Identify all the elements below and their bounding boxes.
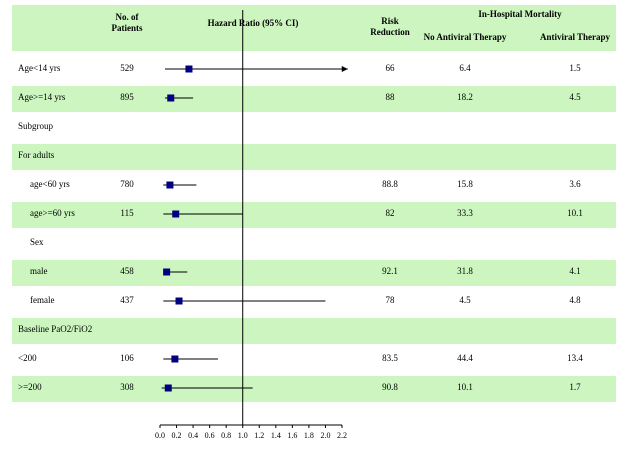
hr-marker <box>171 355 179 363</box>
row-band <box>12 86 616 112</box>
hr-marker <box>163 268 171 276</box>
patients: 115 <box>120 208 134 218</box>
row-band <box>12 260 616 286</box>
header-patients: Patients <box>112 23 143 33</box>
x-tick-label: 1.6 <box>287 431 297 440</box>
row-label: male <box>30 266 48 276</box>
patients: 437 <box>120 295 134 305</box>
hr-marker <box>167 94 175 102</box>
ci-arrow <box>341 66 348 72</box>
header-no-antiviral: No Antiviral Therapy <box>424 32 507 42</box>
risk-reduction: 78 <box>386 295 396 305</box>
header-hazard-ratio: Hazard Ratio (95% CI) <box>208 18 299 28</box>
patients: 308 <box>120 382 134 392</box>
row-label: age<60 yrs <box>30 179 70 189</box>
row-label: Sex <box>30 237 44 247</box>
row-band <box>12 376 616 402</box>
x-tick-label: 0.0 <box>155 431 165 440</box>
header-patients: No. of <box>116 12 140 22</box>
row-label: For adults <box>18 150 55 160</box>
x-tick-label: 2.2 <box>337 431 347 440</box>
patients: 106 <box>120 353 134 363</box>
antiviral: 1.5 <box>569 63 581 73</box>
patients: 780 <box>120 179 134 189</box>
antiviral: 4.1 <box>569 266 580 276</box>
hr-marker <box>175 297 183 305</box>
risk-reduction: 88 <box>386 92 396 102</box>
no-antiviral: 31.8 <box>457 266 473 276</box>
x-tick-label: 0.6 <box>205 431 215 440</box>
hr-marker <box>166 181 174 189</box>
risk-reduction: 82 <box>386 208 395 218</box>
no-antiviral: 15.8 <box>457 179 473 189</box>
risk-reduction: 90.8 <box>382 382 398 392</box>
row-label: female <box>30 295 54 305</box>
no-antiviral: 44.4 <box>457 353 473 363</box>
risk-reduction: 83.5 <box>382 353 398 363</box>
row-label: Baseline PaO2/FiO2 <box>18 324 92 334</box>
antiviral: 4.5 <box>569 92 581 102</box>
antiviral: 4.8 <box>569 295 581 305</box>
row-label: age>=60 yrs <box>30 208 75 218</box>
row-band <box>12 202 616 228</box>
hr-marker <box>164 384 172 392</box>
row-label: Age<14 yrs <box>18 63 61 73</box>
no-antiviral: 10.1 <box>457 382 473 392</box>
row-band <box>12 144 616 170</box>
row-label: Age>=14 yrs <box>18 92 66 102</box>
x-tick-label: 1.4 <box>271 431 281 440</box>
x-tick-label: 2.0 <box>320 431 330 440</box>
x-tick-label: 0.4 <box>188 431 198 440</box>
x-tick-label: 0.2 <box>172 431 182 440</box>
risk-reduction: 92.1 <box>382 266 398 276</box>
no-antiviral: 4.5 <box>459 295 471 305</box>
row-band <box>12 318 616 344</box>
antiviral: 3.6 <box>569 179 581 189</box>
no-antiviral: 33.3 <box>457 208 473 218</box>
antiviral: 1.7 <box>569 382 581 392</box>
x-tick-label: 1.8 <box>304 431 314 440</box>
row-label: <200 <box>18 353 37 363</box>
patients: 895 <box>120 92 134 102</box>
x-tick-label: 1.2 <box>254 431 264 440</box>
header-mortality: In-Hospital Mortality <box>478 9 562 19</box>
patients: 458 <box>120 266 134 276</box>
header-band <box>12 5 616 51</box>
antiviral: 10.1 <box>567 208 583 218</box>
header-risk: Risk <box>381 16 399 26</box>
row-label: Subgroup <box>18 121 54 131</box>
row-label: >=200 <box>18 382 42 392</box>
hr-marker <box>185 65 193 73</box>
x-tick-label: 0.8 <box>221 431 231 440</box>
no-antiviral: 6.4 <box>459 63 471 73</box>
patients: 529 <box>120 63 134 73</box>
antiviral: 13.4 <box>567 353 583 363</box>
header-antiviral: Antiviral Therapy <box>540 32 611 42</box>
x-tick-label: 1.0 <box>238 431 248 440</box>
header-risk: Reduction <box>370 27 410 37</box>
risk-reduction: 88.8 <box>382 179 398 189</box>
no-antiviral: 18.2 <box>457 92 473 102</box>
risk-reduction: 66 <box>386 63 396 73</box>
hr-marker <box>172 210 180 218</box>
